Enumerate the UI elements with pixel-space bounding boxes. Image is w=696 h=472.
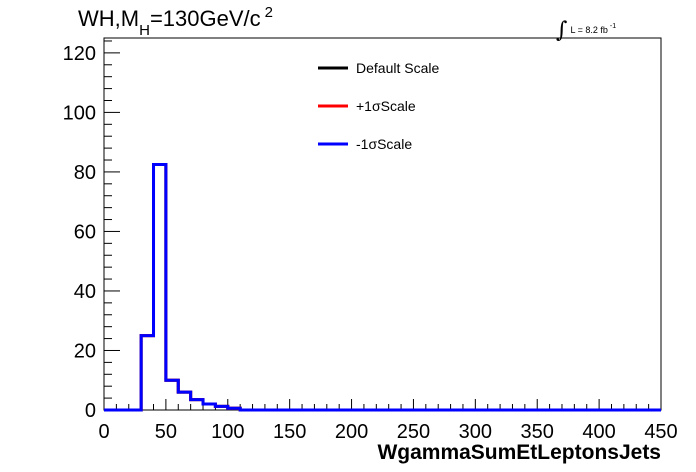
series-line-1 xyxy=(104,162,661,412)
legend-label: -1σScale xyxy=(356,136,412,152)
luminosity-label: ∫ L = 8.2 fb -1 xyxy=(556,14,617,43)
y-tick-label: 60 xyxy=(74,221,96,243)
x-tick-label: 100 xyxy=(211,421,244,443)
luminosity-text: L = 8.2 fb xyxy=(570,25,608,35)
x-tick-label: 300 xyxy=(459,421,492,443)
legend-label: Default Scale xyxy=(356,60,439,76)
y-tick-label: 100 xyxy=(63,102,96,124)
series-line-0 xyxy=(104,162,661,412)
x-tick-label: 450 xyxy=(644,421,677,443)
series-layer xyxy=(104,162,661,412)
legend: Default Scale +1σScale -1σScale xyxy=(318,60,439,152)
y-tick-label: 80 xyxy=(74,162,96,184)
series-line-2 xyxy=(104,162,661,412)
chart-title: WH,MH=130GeV/c 2 xyxy=(78,4,273,39)
title-rest: =130GeV/c xyxy=(149,6,261,31)
title-superscript: 2 xyxy=(264,4,273,21)
luminosity-superscript: -1 xyxy=(609,23,617,30)
title-subscript: H xyxy=(139,22,150,39)
plot-frame xyxy=(103,37,662,411)
x-tick-label: 250 xyxy=(397,421,430,443)
x-axis-label: WgammaSumEtLeptonsJets xyxy=(377,441,661,464)
x-tick-label: 400 xyxy=(582,421,615,443)
legend-label: +1σScale xyxy=(356,98,416,114)
y-tick-label: 40 xyxy=(74,281,96,303)
y-tick-label: 120 xyxy=(63,43,96,65)
x-tick-label: 150 xyxy=(273,421,306,443)
title-main: WH,M xyxy=(78,6,140,31)
y-tick-label: 0 xyxy=(85,400,96,422)
x-tick-label: 50 xyxy=(155,421,177,443)
x-tick-label: 200 xyxy=(335,421,368,443)
axes: 0 50 100 150 200 250 300 350 400 450 0 20 40 60 80 100 1… xyxy=(63,40,678,443)
y-tick-label: 20 xyxy=(74,340,96,362)
x-tick-label: 350 xyxy=(521,421,554,443)
integral-symbol: ∫ xyxy=(556,18,568,43)
x-tick-label: 0 xyxy=(98,421,109,443)
